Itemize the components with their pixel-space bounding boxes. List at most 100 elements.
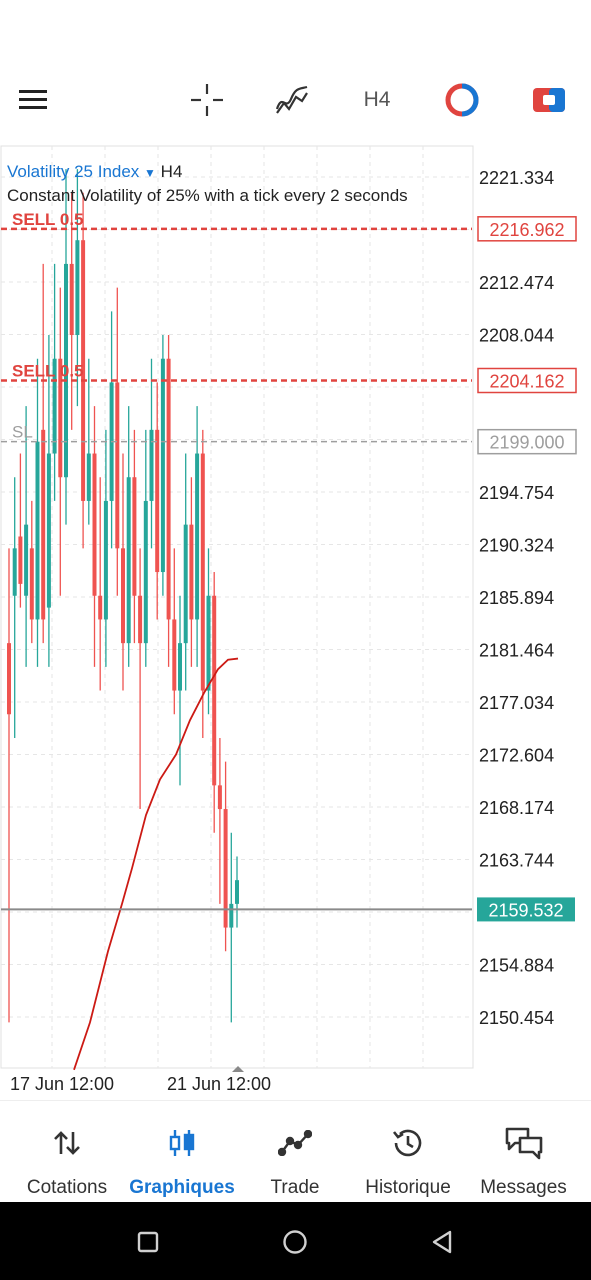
- trade-circle-icon[interactable]: [440, 78, 484, 122]
- nav-label: Graphiques: [129, 1177, 235, 1198]
- system-navigation-bar: [0, 1202, 591, 1280]
- candle-body: [64, 263, 68, 478]
- order-label: SELL 0.5: [12, 362, 84, 381]
- history-clock-icon: [390, 1125, 426, 1161]
- nav-item-cotations[interactable]: Cotations: [0, 1101, 134, 1203]
- candle-body: [229, 903, 234, 928]
- price-chart[interactable]: SELL 0.5 2216.962 SELL 0.5 2204.162 SL 2199.0…: [0, 140, 591, 1100]
- top-toolbar: H4: [0, 68, 591, 130]
- y-tick-label: 2154.884: [479, 956, 554, 976]
- candle-body: [189, 524, 194, 620]
- candle-body: [52, 358, 57, 454]
- candle-body: [235, 880, 239, 904]
- order-price-label: 2199.000: [489, 433, 564, 453]
- candle-body: [69, 263, 74, 336]
- candle-body: [223, 809, 228, 928]
- order-price-box: [477, 216, 577, 242]
- y-tick-label: 2185.894: [479, 588, 554, 608]
- timeframe-button[interactable]: H4: [355, 78, 399, 122]
- nav-item-historique[interactable]: Historique: [356, 1101, 460, 1203]
- order-label: SELL 0.5: [12, 210, 84, 229]
- candle-body: [41, 429, 46, 620]
- nav-item-graphiques[interactable]: Graphiques: [125, 1101, 239, 1203]
- candle-body: [200, 453, 205, 691]
- recent-apps-icon[interactable]: [128, 1222, 168, 1262]
- x-tick-label: 21 Jun 12:00: [167, 1074, 271, 1094]
- candle-body: [155, 429, 160, 573]
- crosshair-icon[interactable]: [185, 78, 229, 122]
- candle-body: [143, 500, 148, 644]
- symbol-name: Volatility 25 Index: [7, 162, 140, 181]
- y-tick-label: 2194.754: [479, 483, 554, 503]
- last-bar-marker: [232, 1066, 244, 1072]
- candle-body: [35, 441, 40, 620]
- trade-line-icon: [278, 1125, 312, 1161]
- y-tick-label: 2163.744: [479, 851, 554, 871]
- symbol-header[interactable]: Volatility 25 Index ▼ H4: [7, 162, 182, 182]
- bottom-navigation: Cotations Graphiques Trade Historique: [0, 1100, 591, 1203]
- x-tick-label: 17 Jun 12:00: [10, 1074, 114, 1094]
- y-tick-label: 2177.034: [479, 693, 554, 713]
- nav-label: Cotations: [26, 1177, 108, 1198]
- y-tick-label: 2190.324: [479, 536, 554, 556]
- order-price-box: [477, 367, 577, 394]
- nav-label: Trade: [270, 1177, 320, 1198]
- candle-body: [29, 548, 34, 620]
- candle-body: [178, 643, 182, 691]
- symbol-dropdown-icon: ▼: [144, 166, 156, 180]
- y-tick-label: 2150.454: [479, 1008, 554, 1028]
- candle-body: [58, 358, 63, 478]
- nav-item-trade[interactable]: Trade: [245, 1101, 345, 1203]
- y-tick-label: 2181.464: [479, 641, 554, 661]
- candle-body: [172, 619, 177, 691]
- nav-label: Historique: [365, 1177, 451, 1198]
- y-tick-label: 2208.044: [479, 326, 554, 346]
- candle-body: [81, 240, 86, 501]
- candle-body: [12, 548, 17, 596]
- hamburger-menu-icon[interactable]: [11, 78, 55, 122]
- candle-body: [206, 595, 211, 691]
- messages-chat-icon: [504, 1125, 544, 1161]
- candle-body: [121, 548, 125, 644]
- candle-body: [7, 643, 11, 715]
- candle-body: [132, 477, 137, 596]
- candle-body: [92, 453, 97, 596]
- indicators-icon[interactable]: [270, 78, 314, 122]
- current-price-box: [477, 897, 575, 922]
- candle-body: [138, 595, 143, 644]
- timeframe-label: H4: [363, 88, 391, 111]
- candle-body: [212, 595, 217, 786]
- candle-body: [98, 595, 103, 620]
- candles-chart-icon: [167, 1125, 197, 1161]
- candle-body: [115, 382, 120, 549]
- status-bar: [0, 0, 591, 68]
- candle-body: [183, 524, 188, 644]
- symbol-timeframe: H4: [160, 162, 183, 181]
- candle-body: [24, 524, 29, 596]
- quotes-arrows-icon: [52, 1125, 82, 1161]
- stop-loss-label: SL: [12, 423, 33, 442]
- candle-body: [217, 785, 222, 810]
- nav-item-messages[interactable]: Messages: [472, 1101, 575, 1203]
- symbol-description: Constant Volatility of 25% with a tick e…: [7, 186, 408, 205]
- one-click-trading-icon[interactable]: [527, 78, 571, 122]
- order-price-box: [477, 428, 577, 455]
- y-tick-label: 2172.604: [479, 746, 554, 766]
- order-price-label: 2216.962: [489, 220, 564, 240]
- candle-body: [126, 477, 131, 644]
- moving-average-line: [73, 657, 239, 1071]
- current-price-label: 2159.532: [488, 900, 563, 920]
- candle-body: [18, 536, 23, 584]
- y-tick-label: 2212.474: [479, 273, 554, 293]
- candle-body: [46, 453, 51, 608]
- nav-label: Messages: [480, 1177, 567, 1198]
- order-price-label: 2204.162: [489, 372, 564, 392]
- back-icon[interactable]: [422, 1222, 462, 1262]
- candle-body: [195, 453, 200, 620]
- candle-body: [75, 240, 80, 336]
- y-tick-label: 2168.174: [479, 798, 554, 818]
- chart-canvas: SELL 0.5 2216.962 SELL 0.5 2204.162 SL 2199.0…: [0, 145, 577, 1094]
- candle-body: [160, 358, 165, 573]
- home-icon[interactable]: [275, 1222, 315, 1262]
- candle-body: [103, 500, 108, 620]
